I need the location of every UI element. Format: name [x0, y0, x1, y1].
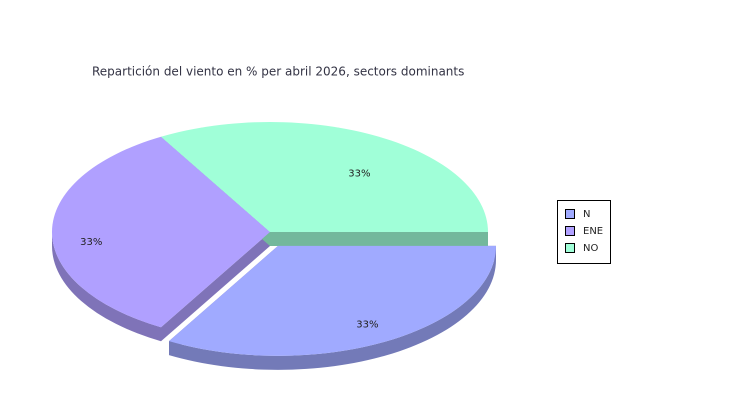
legend-label: NO	[583, 243, 598, 254]
pie-tops	[52, 121, 496, 356]
pie-wall	[161, 232, 270, 342]
legend-swatch	[565, 226, 575, 236]
legend-swatch	[565, 243, 575, 253]
pie-side	[51, 232, 161, 342]
pie-slice	[161, 121, 488, 232]
chart-title: Repartición del viento en % per abril 20…	[92, 65, 464, 79]
pie-slice	[169, 245, 496, 356]
slice-label: 33%	[356, 319, 378, 330]
pie-side	[169, 245, 496, 370]
legend-label: N	[583, 209, 590, 220]
slice-label: 33%	[348, 168, 370, 179]
pie-wall	[270, 232, 488, 246]
slice-label: 33%	[80, 237, 102, 248]
legend-swatch	[565, 209, 575, 219]
legend-label: ENE	[583, 226, 603, 237]
